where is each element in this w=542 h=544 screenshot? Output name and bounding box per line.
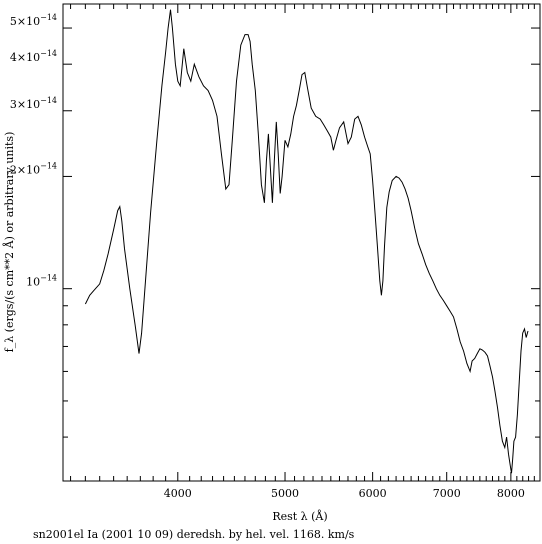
y-tick-label: 4×10−14 bbox=[10, 49, 57, 64]
x-axis-label: Rest λ (Å) bbox=[272, 509, 327, 523]
y-axis-label: f_λ (ergs/(s cm**2 Å) or arbitrary units… bbox=[2, 132, 16, 353]
x-tick-label: 5000 bbox=[271, 487, 299, 500]
x-axis-ticks: 4000 5000 6000 7000 8000 bbox=[70, 4, 541, 500]
y-tick-label: 10−14 bbox=[26, 274, 57, 289]
y-tick-label: 5×10−14 bbox=[10, 13, 57, 28]
y-tick-label: 3×10−14 bbox=[10, 96, 57, 111]
spectrum-line bbox=[84, 9, 529, 474]
x-tick-label: 7000 bbox=[433, 487, 461, 500]
y-tick-label: 2×10−14 bbox=[10, 161, 57, 176]
spectrum-caption: sn2001el Ia (2001 10 09) deredsh. by hel… bbox=[33, 528, 355, 541]
x-tick-label: 4000 bbox=[164, 487, 192, 500]
x-tick-label: 8000 bbox=[497, 487, 525, 500]
y-axis-ticks: 10−14 2×10−14 3×10−14 4×10−14 5×10−14 bbox=[10, 13, 540, 438]
x-tick-label: 6000 bbox=[359, 487, 387, 500]
plot-frame bbox=[62, 3, 541, 482]
